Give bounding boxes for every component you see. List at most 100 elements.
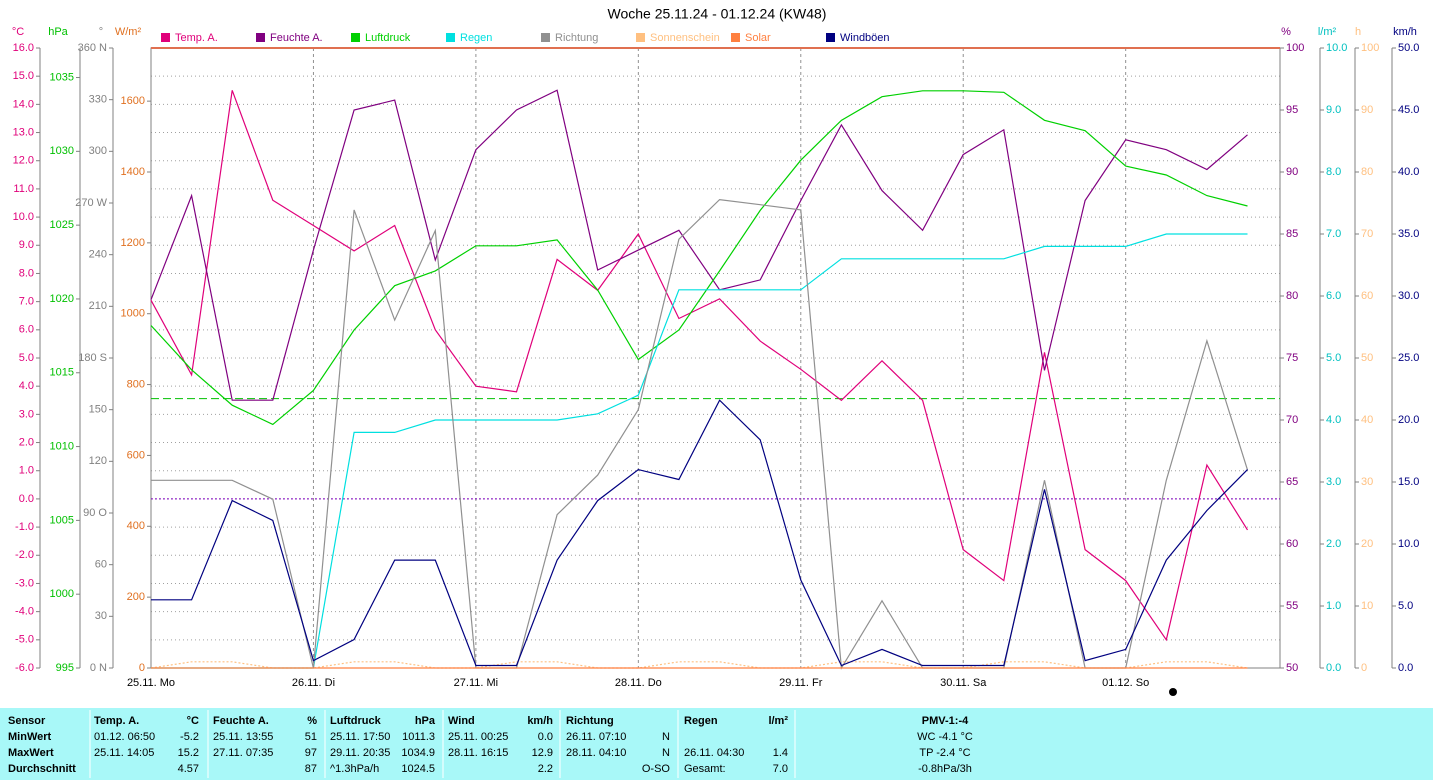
y-tick-label: 800 [127, 378, 145, 390]
y-tick-label: 30 [1361, 476, 1373, 488]
y-tick-label: 0.0 [1398, 662, 1413, 674]
y-tick-label: 6.0 [19, 324, 34, 336]
y-tick-label: 80 [1361, 166, 1373, 178]
series-line [151, 233, 1248, 669]
y-tick-label: 240 [89, 249, 107, 261]
y-tick-label: 8.0 [1326, 166, 1341, 178]
table-cell: 1034.9 [401, 747, 435, 759]
y-tick-label: 8.0 [19, 267, 34, 279]
table-background [0, 708, 1433, 780]
table-cell: 27.11. 07:35 [213, 747, 273, 759]
y-tick-label: 1.0 [1326, 600, 1341, 612]
table-cell: Feuchte A. [213, 715, 269, 727]
y-tick-label: 1200 [121, 237, 145, 249]
axis-unit: % [1281, 26, 1291, 38]
y-tick-label: 50.0 [1398, 42, 1419, 54]
table-cell: Wind [448, 715, 475, 727]
table-cell: Gesamt: [684, 763, 726, 775]
x-tick-label: 29.11. Fr [779, 677, 823, 689]
legend-swatch [541, 33, 550, 42]
y-tick-label: 2.0 [1326, 538, 1341, 550]
table-cell: -0.8hPa/3h [918, 763, 972, 775]
y-tick-label: 11.0 [13, 183, 34, 195]
table-cell: 25.11. 17:50 [330, 731, 390, 743]
y-tick-label: 90 [1286, 166, 1298, 178]
y-tick-label: 55 [1286, 600, 1298, 612]
table-cell: 51 [305, 731, 317, 743]
y-tick-label: 1025 [50, 219, 74, 231]
y-tick-label: 14.0 [13, 98, 34, 110]
x-tick-label: 26.11. Di [292, 677, 335, 689]
y-tick-label: 6.0 [1326, 290, 1341, 302]
y-tick-label: 50 [1361, 352, 1373, 364]
legend-swatch [256, 33, 265, 42]
table-cell: 1011.3 [402, 731, 435, 743]
y-tick-label: 995 [56, 662, 74, 674]
legend-swatch [446, 33, 455, 42]
y-tick-label: -4.0 [15, 606, 34, 618]
table-cell: 87 [305, 763, 317, 775]
table-cell: O-SO [642, 763, 671, 775]
axis-unit: ° [99, 26, 103, 38]
table-cell: Luftdruck [330, 715, 382, 727]
x-tick-label: 01.12. So [1102, 677, 1149, 689]
table-cell: 25.11. 00:25 [448, 731, 508, 743]
y-tick-label: 10.0 [13, 211, 34, 223]
y-tick-label: 25.0 [1398, 352, 1419, 364]
y-tick-label: 1030 [50, 145, 74, 157]
y-tick-label: 1600 [121, 95, 145, 107]
y-tick-label: 12.0 [13, 155, 34, 167]
y-tick-label: 0.0 [1326, 662, 1341, 674]
y-tick-label: 5.0 [19, 352, 34, 364]
chart-title: Woche 25.11.24 - 01.12.24 (KW48) [608, 6, 827, 22]
y-tick-label: 1010 [50, 440, 74, 452]
table-cell: 0.0 [538, 731, 553, 743]
y-tick-label: 85 [1286, 228, 1298, 240]
y-tick-label: 60 [1286, 538, 1298, 550]
y-tick-label: 15.0 [13, 70, 34, 82]
y-tick-label: 50 [1286, 662, 1298, 674]
y-tick-label: 1000 [50, 588, 74, 600]
y-tick-label: 13.0 [13, 126, 34, 138]
table-cell: 1.4 [773, 747, 788, 759]
table-cell: 25.11. 13:55 [213, 731, 273, 743]
y-tick-label: 3.0 [19, 408, 34, 420]
table-cell: l/m² [768, 715, 788, 727]
table-cell: 25.11. 14:05 [94, 747, 154, 759]
legend-label: Solar [745, 32, 771, 44]
legend-label: Luftdruck [365, 32, 411, 44]
y-tick-label: 7.0 [1326, 228, 1341, 240]
y-tick-label: 65 [1286, 476, 1298, 488]
y-tick-label: 60 [1361, 290, 1373, 302]
y-tick-label: 360 N [78, 42, 107, 54]
y-tick-label: 9.0 [1326, 104, 1341, 116]
table-cell: 7.0 [773, 763, 788, 775]
y-tick-label: 150 [89, 404, 107, 416]
y-tick-label: 16.0 [13, 42, 34, 54]
table-cell: 1024.5 [401, 763, 435, 775]
y-tick-label: 0.0 [19, 493, 34, 505]
y-tick-label: 40 [1361, 414, 1373, 426]
y-tick-label: 95 [1286, 104, 1298, 116]
table-cell: N [662, 731, 670, 743]
table-cell: Temp. A. [94, 715, 139, 727]
y-tick-label: 10.0 [1326, 42, 1347, 54]
y-tick-label: -1.0 [15, 521, 34, 533]
y-tick-label: 40.0 [1398, 166, 1419, 178]
table-cell: Richtung [566, 715, 614, 727]
axis-unit: hPa [48, 26, 68, 38]
table-cell: TP -2.4 °C [919, 747, 970, 759]
table-cell: Regen [684, 715, 718, 727]
marker [1169, 688, 1177, 696]
x-tick-label: 25.11. Mo [127, 677, 175, 689]
y-tick-label: 120 [89, 455, 107, 467]
legend-swatch [351, 33, 360, 42]
legend-swatch [826, 33, 835, 42]
y-tick-label: -3.0 [15, 577, 34, 589]
legend-label: Sonnenschein [650, 32, 720, 44]
x-tick-label: 30.11. Sa [940, 677, 987, 689]
y-tick-label: 100 [1286, 42, 1304, 54]
table-cell: PMV-1:-4 [922, 715, 969, 727]
